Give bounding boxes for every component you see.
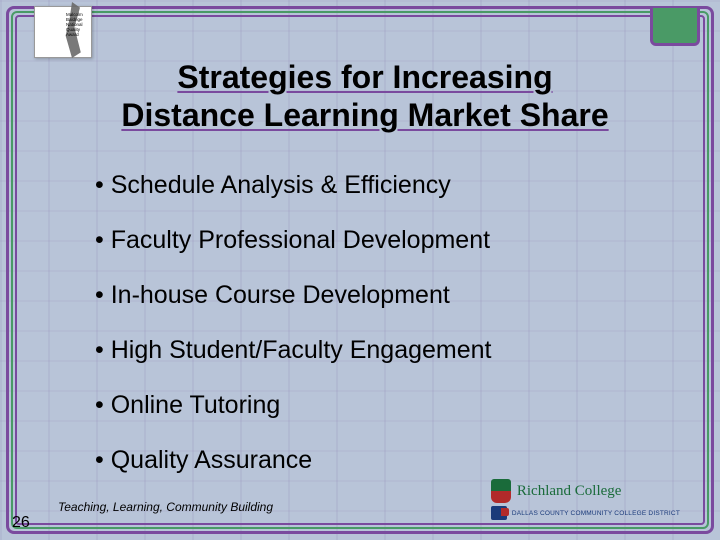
bullet-marker: • [95, 336, 104, 364]
dcccd-mark-icon [491, 506, 507, 520]
bullet-text: Online Tutoring [111, 391, 281, 419]
bullet-marker: • [95, 391, 104, 419]
richland-text: Richland College [517, 483, 622, 500]
bullet-item: • Faculty Professional Development [95, 225, 670, 255]
bullet-text: Faculty Professional Development [111, 226, 490, 254]
slide-number: 26 [12, 514, 30, 532]
bullet-text: In-house Course Development [111, 281, 450, 309]
title-line1: Strategies for Increasing [177, 59, 552, 95]
tagline: Teaching, Learning, Community Building [58, 500, 273, 514]
bullet-item: • In-house Course Development [95, 280, 670, 310]
slide-title: Strategies for Increasing Distance Learn… [50, 58, 680, 134]
bullet-item: • High Student/Faculty Engagement [95, 335, 670, 365]
richland-shield-icon [491, 479, 511, 503]
bullet-marker: • [95, 226, 104, 254]
bullet-text: Schedule Analysis & Efficiency [111, 171, 451, 199]
bullet-text: Quality Assurance [111, 446, 313, 474]
bullet-marker: • [95, 281, 104, 309]
title-line2: Distance Learning Market Share [121, 97, 608, 133]
slide-container: Malcolm Baldrige National Quality Award … [0, 0, 720, 540]
dcccd-logo: DALLAS COUNTY COMMUNITY COLLEGE DISTRICT [491, 506, 680, 520]
award-logo: Malcolm Baldrige National Quality Award [34, 6, 104, 66]
award-logo-text: Malcolm Baldrige National Quality Award [66, 12, 92, 37]
bullet-list: • Schedule Analysis & Efficiency • Facul… [95, 170, 670, 500]
richland-logo: Richland College [491, 479, 622, 503]
bullet-marker: • [95, 171, 104, 199]
dcccd-text: DALLAS COUNTY COMMUNITY COLLEGE DISTRICT [512, 510, 680, 517]
bullet-marker: • [95, 446, 104, 474]
bullet-text: High Student/Faculty Engagement [111, 336, 492, 364]
bullet-item: • Online Tutoring [95, 390, 670, 420]
bullet-item: • Quality Assurance [95, 445, 670, 475]
corner-notch [650, 8, 700, 46]
bullet-item: • Schedule Analysis & Efficiency [95, 170, 670, 200]
footer-logos: Richland College DALLAS COUNTY COMMUNITY… [491, 479, 680, 520]
